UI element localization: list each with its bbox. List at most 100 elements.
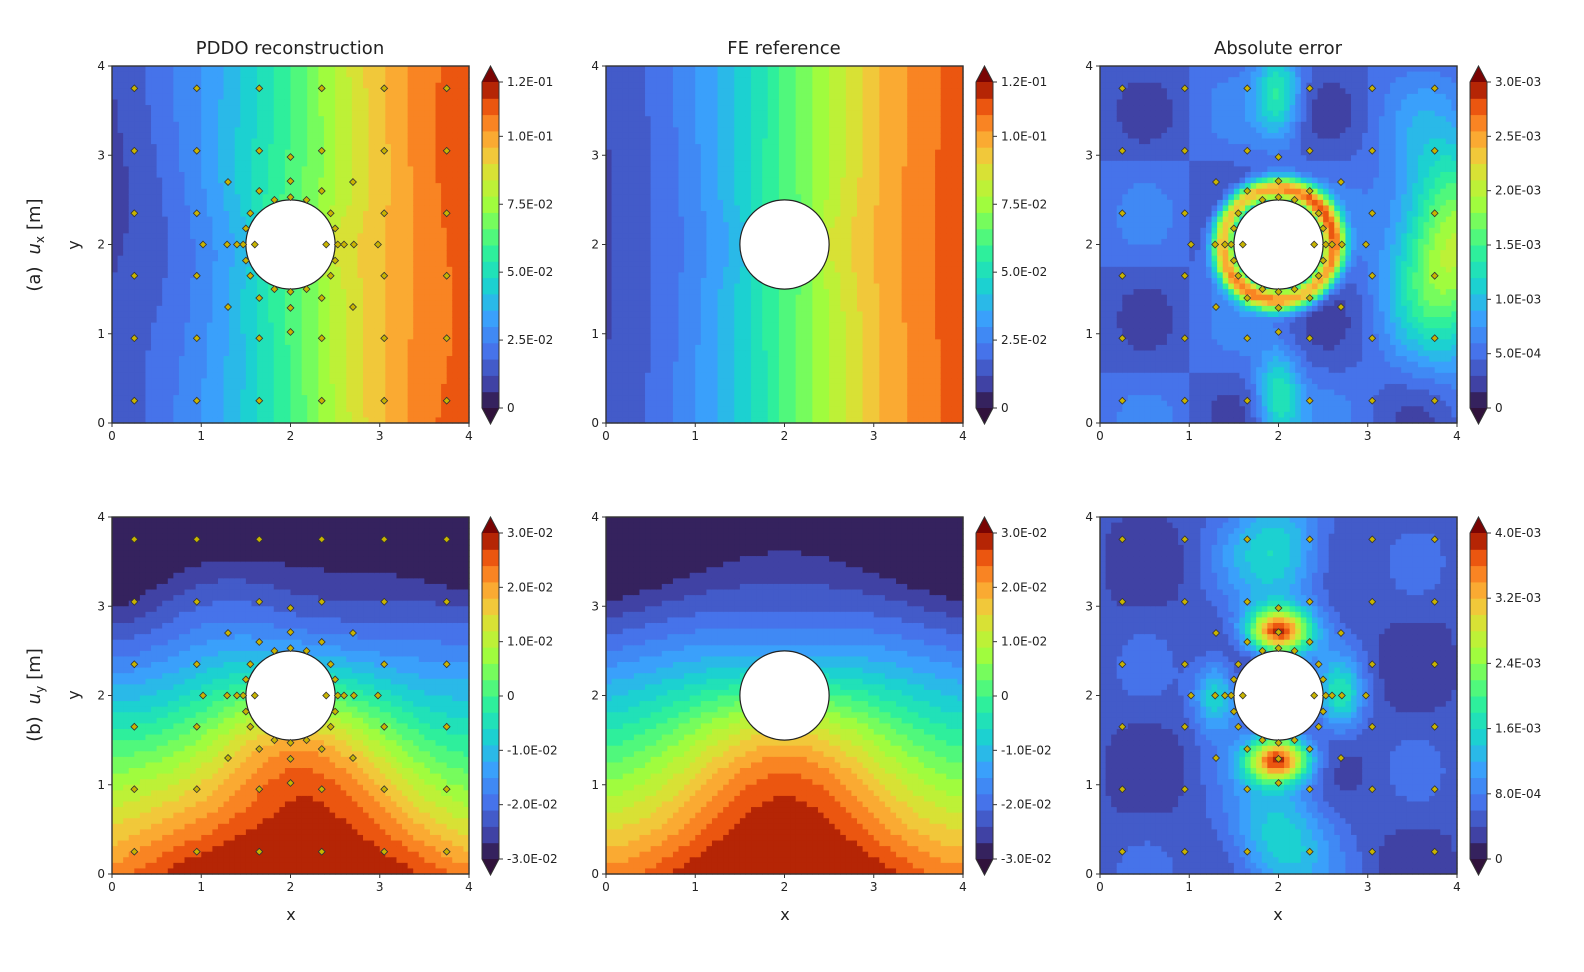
contour-cell: [379, 216, 386, 223]
contour-cell: [323, 99, 331, 106]
contour-cell: [184, 177, 191, 184]
contour-cell: [151, 261, 158, 268]
contour-cell: [257, 155, 264, 162]
contour-cell: [606, 82, 613, 89]
contour-cell: [457, 361, 465, 368]
contour-cell: [178, 82, 186, 89]
contour-cell: [301, 155, 308, 162]
contour-cell: [379, 250, 386, 257]
contour-cell: [385, 171, 392, 179]
contour-cell: [441, 350, 448, 357]
contour-cell: [273, 155, 280, 162]
contour-cell: [223, 166, 230, 173]
contour-cell: [374, 99, 381, 106]
contour-cell: [145, 188, 152, 195]
contour-cell: [178, 333, 186, 340]
contour-cell: [139, 406, 147, 413]
contour-cell: [201, 361, 208, 368]
contour-cell: [279, 82, 286, 89]
contour-cell: [441, 294, 448, 301]
contour-cell: [463, 361, 470, 368]
contour-cell: [424, 222, 431, 229]
contour-cell: [667, 305, 674, 313]
contour-cell: [212, 82, 219, 89]
contour-cell: [667, 132, 674, 140]
contour-cell: [229, 378, 236, 385]
contour-cell: [178, 127, 186, 134]
contour-cell: [672, 155, 680, 162]
contour-cell: [402, 222, 409, 229]
contour-cell: [173, 244, 180, 251]
contour-cell: [329, 378, 336, 385]
contour-cell: [335, 294, 342, 301]
contour-cell: [611, 272, 618, 279]
contour-cell: [435, 211, 442, 218]
contour-cell: [396, 277, 403, 285]
contour-cell: [301, 105, 308, 112]
contour-cell: [379, 194, 386, 201]
contour-cell: [212, 311, 219, 318]
contour-cell: [452, 328, 459, 335]
contour-cell: [167, 411, 174, 419]
contour-cell: [123, 105, 130, 112]
contour-cell: [212, 350, 219, 357]
contour-cell: [622, 205, 629, 212]
contour-cell: [639, 400, 646, 407]
contour-cell: [206, 105, 214, 112]
contour-cell: [139, 383, 147, 391]
contour-cell: [145, 277, 152, 285]
contour-cell: [229, 144, 236, 151]
contour-cell: [201, 255, 208, 262]
contour-cell: [284, 138, 292, 145]
contour-cell: [639, 222, 646, 229]
contour-cell: [223, 116, 230, 123]
contour-cell: [206, 205, 214, 212]
contour-cell: [363, 344, 370, 352]
contour-cell: [290, 317, 297, 324]
contour-cell: [346, 177, 353, 184]
contour-cell: [268, 166, 275, 173]
contour-cell: [429, 356, 437, 363]
contour-cell: [195, 121, 202, 128]
contour-cell: [656, 238, 663, 246]
contour-cell: [262, 105, 269, 112]
contour-cell: [446, 328, 453, 335]
contour-cell: [167, 127, 174, 134]
contour-cell: [123, 233, 130, 240]
contour-cell: [240, 121, 247, 128]
contour-cell: [167, 344, 174, 352]
contour-cell: [446, 322, 453, 329]
contour-cell: [162, 144, 169, 151]
contour-cell: [441, 82, 448, 89]
contour-cell: [178, 244, 186, 251]
contour-cell: [656, 194, 663, 201]
contour-cell: [173, 367, 180, 374]
contour-cell: [402, 155, 409, 162]
contour-cell: [413, 121, 420, 128]
contour-cell: [606, 344, 613, 352]
contour-cell: [190, 289, 197, 296]
contour-cell: [123, 144, 130, 151]
contour-cell: [346, 216, 353, 223]
contour-cell: [346, 317, 353, 324]
contour-cell: [363, 127, 370, 134]
contour-cell: [173, 82, 180, 89]
contour-cell: [424, 417, 431, 424]
contour-cell: [123, 328, 130, 335]
contour-cell: [446, 411, 453, 419]
contour-cell: [357, 272, 364, 279]
contour-cell: [340, 149, 347, 156]
contour-cell: [123, 149, 130, 156]
contour-cell: [195, 177, 202, 184]
contour-cell: [390, 110, 398, 117]
contour-cell: [128, 99, 135, 106]
contour-cell: [212, 317, 219, 324]
contour-cell: [268, 88, 275, 95]
contour-cell: [407, 93, 414, 101]
contour-cell: [407, 311, 414, 318]
contour-cell: [429, 383, 437, 391]
contour-cell: [639, 244, 646, 251]
contour-cell: [435, 99, 442, 106]
contour-cell: [351, 105, 359, 112]
contour-cell: [178, 233, 186, 240]
